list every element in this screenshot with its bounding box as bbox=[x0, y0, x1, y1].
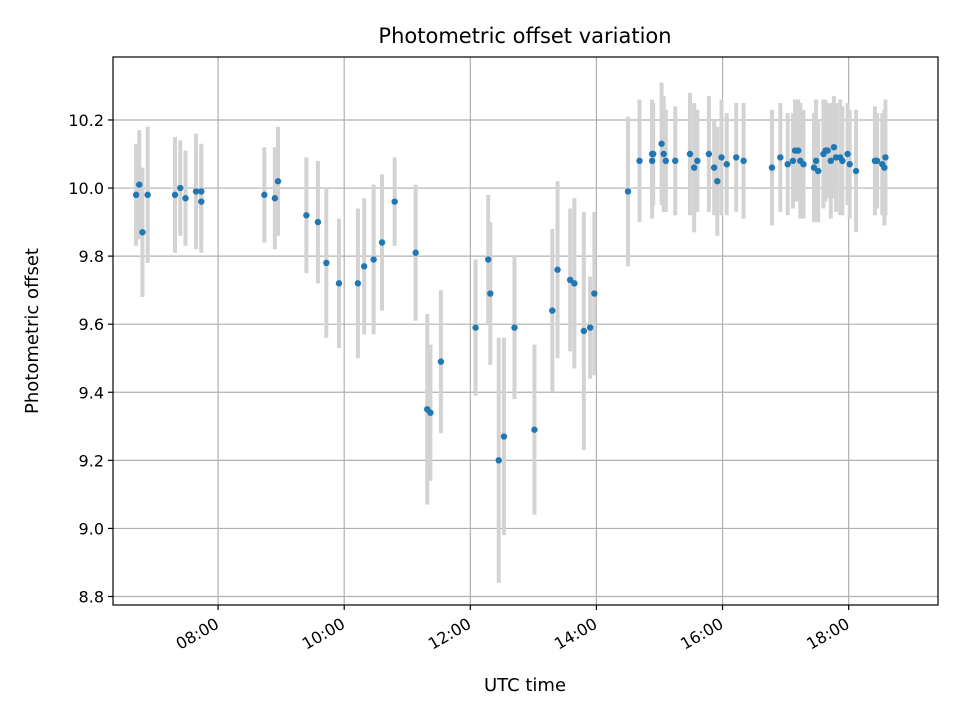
y-axis-title: Photometric offset bbox=[22, 248, 43, 414]
data-point bbox=[812, 157, 820, 165]
y-tick-label: 8.8 bbox=[79, 587, 104, 606]
data-point bbox=[714, 178, 721, 185]
y-tick-label: 10.0 bbox=[68, 179, 104, 198]
x-tick-label: 18:00 bbox=[803, 614, 852, 654]
x-tick-label: 14:00 bbox=[551, 614, 600, 654]
data-point bbox=[472, 324, 479, 331]
data-point bbox=[182, 195, 189, 202]
data-point bbox=[768, 164, 776, 171]
data-point bbox=[672, 157, 679, 165]
data-point bbox=[274, 178, 282, 185]
data-point bbox=[437, 358, 445, 365]
data-point bbox=[795, 147, 802, 154]
data-point bbox=[412, 249, 419, 256]
data-point bbox=[500, 433, 508, 440]
data-point bbox=[139, 229, 146, 236]
data-point bbox=[846, 161, 853, 168]
y-tick-label: 9.0 bbox=[79, 519, 104, 538]
data-point bbox=[144, 191, 151, 199]
data-point bbox=[636, 157, 643, 165]
data-point bbox=[354, 280, 362, 287]
data-point bbox=[370, 256, 377, 263]
x-tick-label: 12:00 bbox=[425, 614, 474, 654]
data-point bbox=[192, 188, 200, 195]
data-point bbox=[789, 157, 797, 165]
data-point bbox=[495, 457, 502, 464]
data-point bbox=[314, 218, 322, 226]
data-point bbox=[690, 164, 698, 171]
data-point bbox=[705, 150, 713, 158]
data-point bbox=[649, 150, 657, 158]
data-point bbox=[718, 154, 725, 161]
data-point bbox=[662, 157, 670, 165]
data-point bbox=[487, 290, 494, 297]
data-point bbox=[723, 161, 730, 168]
data-point bbox=[303, 212, 310, 219]
data-point bbox=[360, 263, 368, 270]
data-point bbox=[591, 290, 598, 297]
data-point bbox=[777, 154, 784, 161]
x-tick-label: 16:00 bbox=[677, 614, 726, 654]
data-point bbox=[839, 157, 846, 165]
data-point bbox=[511, 324, 518, 331]
data-point bbox=[198, 198, 205, 205]
data-point bbox=[335, 280, 343, 287]
data-points bbox=[132, 140, 889, 464]
data-point bbox=[586, 324, 594, 331]
data-point bbox=[873, 157, 881, 165]
data-point bbox=[136, 181, 143, 188]
data-point bbox=[740, 157, 747, 165]
data-point bbox=[624, 188, 632, 195]
data-point bbox=[571, 280, 578, 287]
y-tick-label: 9.2 bbox=[79, 451, 104, 470]
data-point bbox=[800, 161, 807, 168]
data-point bbox=[177, 184, 184, 192]
data-point bbox=[171, 191, 179, 199]
data-point bbox=[261, 191, 268, 199]
x-tick-label: 08:00 bbox=[173, 614, 222, 654]
x-axis: 08:00 10:00 12:00 14:00 16:00 18:00 bbox=[173, 605, 853, 654]
y-tick-label: 9.4 bbox=[79, 383, 104, 402]
data-point bbox=[784, 161, 791, 168]
data-point bbox=[198, 188, 205, 195]
data-point bbox=[881, 164, 888, 171]
data-point bbox=[658, 140, 665, 147]
data-point bbox=[531, 426, 538, 433]
data-point bbox=[830, 143, 838, 151]
y-tick-label: 10.2 bbox=[68, 111, 104, 130]
data-point bbox=[554, 266, 561, 273]
data-point bbox=[710, 164, 718, 171]
data-point bbox=[660, 150, 667, 158]
data-point bbox=[844, 150, 851, 158]
data-point bbox=[580, 327, 588, 335]
data-point bbox=[427, 409, 434, 416]
chart-title: Photometric offset variation bbox=[378, 24, 671, 48]
data-point bbox=[733, 154, 740, 161]
data-point bbox=[852, 167, 860, 175]
data-point bbox=[484, 256, 492, 263]
data-point bbox=[323, 259, 330, 267]
data-point bbox=[271, 195, 279, 202]
y-tick-label: 9.8 bbox=[79, 247, 104, 266]
data-point bbox=[378, 239, 386, 246]
error-bars bbox=[134, 82, 888, 583]
x-tick-label: 10:00 bbox=[299, 614, 348, 654]
data-point bbox=[549, 307, 556, 314]
x-axis-title: UTC time bbox=[484, 675, 566, 696]
data-point bbox=[882, 154, 889, 161]
plot-area-frame bbox=[112, 56, 939, 606]
data-point bbox=[391, 198, 398, 205]
data-point bbox=[824, 147, 831, 154]
y-axis: 8.8 9.0 9.2 9.4 9.6 9.8 10.0 10.2 bbox=[68, 111, 113, 606]
data-point bbox=[132, 191, 140, 199]
data-point bbox=[686, 150, 694, 158]
data-point bbox=[694, 157, 701, 165]
data-point bbox=[814, 167, 822, 175]
data-point bbox=[648, 157, 656, 165]
y-tick-label: 9.6 bbox=[79, 315, 104, 334]
data-point bbox=[827, 157, 835, 165]
